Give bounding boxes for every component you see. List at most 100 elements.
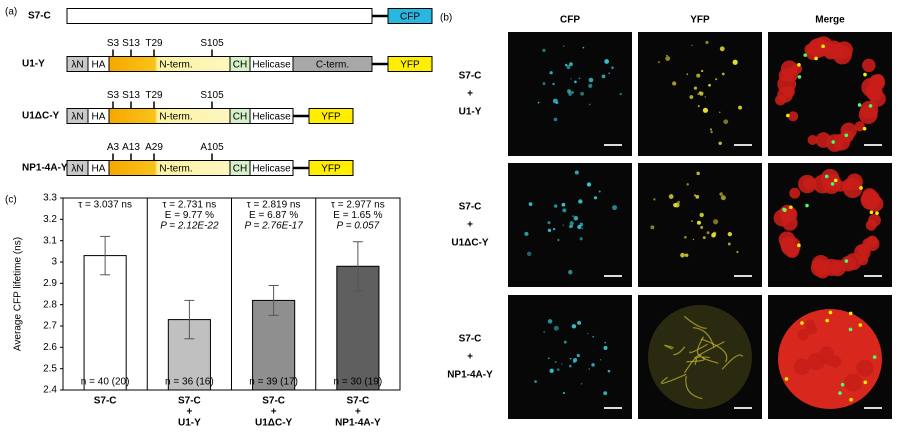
spot xyxy=(573,358,578,363)
site-label: S13 xyxy=(122,90,140,101)
spot xyxy=(608,72,611,75)
row-label: S7-C xyxy=(459,334,482,345)
spot xyxy=(825,318,829,323)
spot xyxy=(547,221,551,225)
spot xyxy=(598,190,601,193)
spot xyxy=(582,46,585,49)
spot xyxy=(830,182,835,186)
site-label: T29 xyxy=(145,38,163,49)
spot xyxy=(706,231,710,235)
spot xyxy=(568,225,573,229)
spot xyxy=(875,211,879,215)
spot xyxy=(696,220,701,225)
annotation: E = 1.65 % xyxy=(333,210,382,221)
domain-label: CH xyxy=(233,112,247,123)
spot xyxy=(727,242,731,246)
spot xyxy=(721,72,725,76)
spot xyxy=(603,345,608,350)
spot xyxy=(732,59,738,65)
domain-label: N-term. xyxy=(159,112,192,123)
row-label: U1ΔC-Y xyxy=(451,238,489,249)
spot xyxy=(572,215,574,217)
spot xyxy=(697,93,700,95)
filament xyxy=(685,375,703,400)
spot xyxy=(869,210,874,215)
spot xyxy=(872,355,877,359)
cell-blob xyxy=(782,215,798,231)
spot xyxy=(848,327,853,332)
tag-box xyxy=(308,108,354,124)
tag-label: YFP xyxy=(400,60,420,71)
row-label: + xyxy=(467,220,473,231)
spot xyxy=(554,361,557,363)
spot xyxy=(570,78,572,80)
spot xyxy=(563,45,565,47)
micrograph-content xyxy=(650,171,739,258)
construct-box xyxy=(66,8,373,24)
spot xyxy=(719,192,723,196)
row-label: NP1-4A-Y xyxy=(447,370,493,381)
spot xyxy=(720,195,726,201)
y-tick-label: 2.6 xyxy=(43,342,57,353)
y-tick-label: 2.5 xyxy=(43,363,57,374)
spot xyxy=(528,202,533,206)
domain-label: HA xyxy=(92,60,106,71)
spot xyxy=(840,382,845,387)
spot xyxy=(569,221,574,226)
cell-blob xyxy=(857,255,869,266)
panel-label: (b) xyxy=(440,13,452,24)
x-tick-label: S7-C xyxy=(346,396,369,407)
spot xyxy=(821,44,825,49)
cell-blob xyxy=(869,90,886,107)
spot xyxy=(673,202,678,208)
construct-name: U1ΔC-Y xyxy=(22,111,60,122)
filament xyxy=(696,336,705,356)
spot xyxy=(573,215,579,221)
spot xyxy=(555,101,559,105)
y-tick-label: 2.8 xyxy=(43,299,57,310)
spot xyxy=(556,368,560,372)
spot xyxy=(568,269,573,275)
site-label: A3 xyxy=(107,142,120,153)
spot xyxy=(692,238,695,241)
panel-label: (c) xyxy=(5,195,17,206)
spot xyxy=(695,194,700,199)
micrograph-content xyxy=(773,168,884,279)
cell-blob xyxy=(854,121,865,132)
spot xyxy=(574,170,579,175)
spot xyxy=(736,250,739,254)
spot xyxy=(601,74,606,79)
spot xyxy=(604,341,607,344)
domain-label: N-term. xyxy=(159,164,192,175)
domain-label: λN xyxy=(71,112,83,123)
cell-blob xyxy=(840,122,857,139)
spot xyxy=(561,363,563,365)
bar xyxy=(83,255,127,391)
spot xyxy=(710,130,713,134)
y-tick-label: 3.3 xyxy=(43,193,57,204)
panel-label: (a) xyxy=(5,7,17,18)
cell-blob xyxy=(780,60,798,78)
x-tick-label: U1-Y xyxy=(178,418,201,429)
spot xyxy=(718,141,722,146)
spot xyxy=(568,92,572,96)
spot xyxy=(863,380,868,385)
y-axis-label: Average CFP lifetime (ns) xyxy=(13,237,24,351)
spot xyxy=(553,325,559,331)
spot xyxy=(713,219,719,225)
spot xyxy=(650,225,655,230)
filament xyxy=(694,341,725,359)
x-tick-label: NP1-4A-Y xyxy=(335,418,381,429)
spot xyxy=(592,335,595,338)
cell-blob xyxy=(835,41,853,59)
y-tick-label: 2.7 xyxy=(43,321,57,332)
spot xyxy=(542,48,546,52)
column-header: YFP xyxy=(690,15,710,26)
column-header: CFP xyxy=(560,15,580,26)
cell-blob xyxy=(789,187,801,199)
n-label: n = 39 (17) xyxy=(249,377,298,388)
site-label: S13 xyxy=(122,38,140,49)
cell-blob xyxy=(807,135,818,146)
row-label: + xyxy=(467,89,473,100)
spot xyxy=(848,311,853,316)
